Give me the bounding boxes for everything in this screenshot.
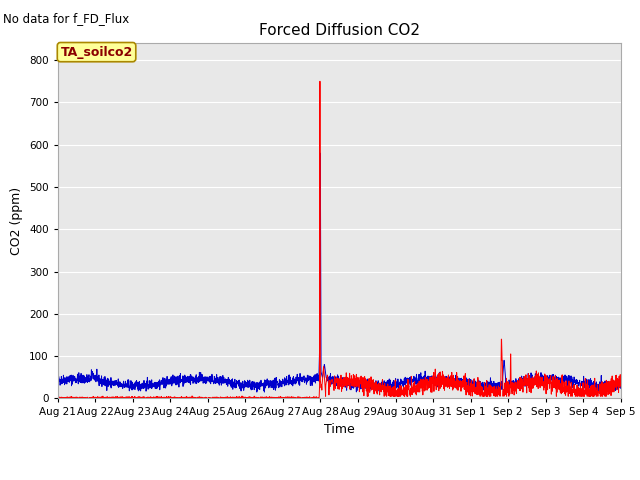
FD soil	[294, 378, 302, 384]
FD soil	[54, 377, 61, 383]
FD soil	[617, 383, 625, 388]
FD soil	[152, 385, 159, 391]
FD air	[316, 78, 324, 84]
X-axis label: Time: Time	[324, 423, 355, 436]
FD soil	[316, 150, 324, 156]
FD soil	[253, 389, 260, 395]
FD air	[269, 395, 277, 401]
FD soil	[606, 381, 614, 387]
FD air	[294, 394, 302, 399]
FD air	[118, 396, 125, 401]
FD air	[152, 395, 159, 400]
Text: TA_soilco2: TA_soilco2	[60, 46, 132, 59]
FD soil	[545, 372, 553, 378]
FD air	[54, 396, 61, 401]
Y-axis label: CO2 (ppm): CO2 (ppm)	[10, 187, 24, 255]
FD soil	[118, 381, 125, 387]
Text: No data for f_FD_Flux: No data for f_FD_Flux	[3, 12, 129, 25]
FD air	[545, 378, 553, 384]
Line: FD soil: FD soil	[58, 153, 621, 392]
FD air	[606, 383, 614, 388]
FD soil	[270, 387, 278, 393]
Legend: FD air, FD soil: FD air, FD soil	[250, 476, 428, 480]
Line: FD air: FD air	[58, 81, 621, 398]
FD air	[617, 383, 625, 388]
Title: Forced Diffusion CO2: Forced Diffusion CO2	[259, 23, 420, 38]
